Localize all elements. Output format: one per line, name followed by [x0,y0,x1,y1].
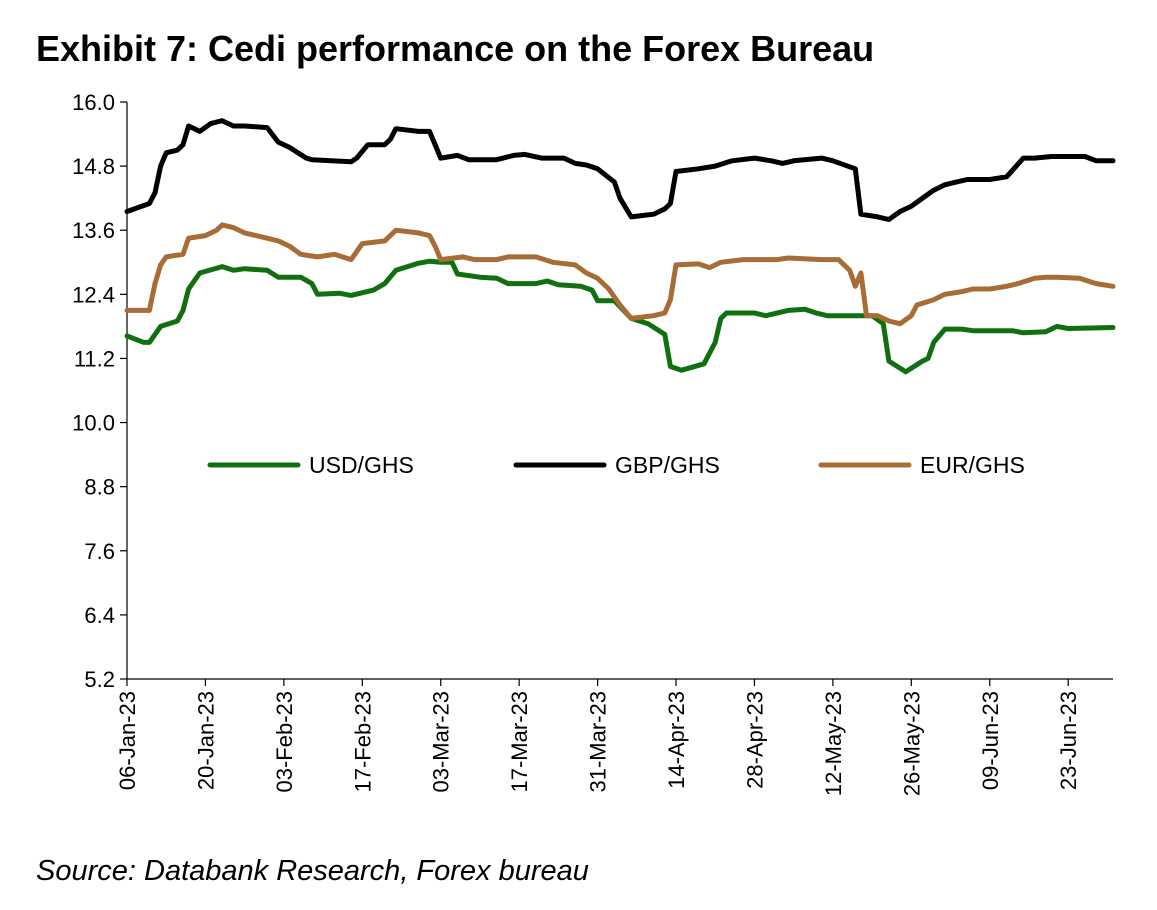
y-tick-label: 8.8 [84,475,115,500]
x-tick-label: 17-Mar-23 [507,691,532,792]
x-tick-label: 23-Jun-23 [1056,691,1081,790]
y-tick-label: 5.2 [84,667,115,692]
legend-label-gbp-ghs: GBP/GHS [615,452,720,478]
y-tick-label: 12.4 [72,282,115,307]
x-tick-label: 03-Mar-23 [429,691,454,792]
x-tick-label: 20-Jan-23 [193,691,218,790]
y-tick-label: 6.4 [84,603,115,628]
x-tick-label: 14-Apr-23 [664,691,689,789]
x-tick-label: 03-Feb-23 [272,691,297,793]
x-axis-ticks: 06-Jan-23 20-Jan-23 03-Feb-23 17-Feb-23 03-M… [115,679,1081,796]
y-tick-label: 14.8 [72,154,115,179]
chart-title: Exhibit 7: Cedi performance on the Forex… [36,28,875,69]
y-tick-label: 13.6 [72,218,115,243]
chart-legend: USD/GHS GBP/GHS EUR/GHS [207,452,1025,478]
x-tick-label: 09-Jun-23 [978,691,1003,790]
series-line-eur-ghs [124,222,1116,327]
y-axis-ticks: 16.0 14.8 13.6 12.4 11.2 10.0 8.8 7.6 6.4 5.2 [72,90,127,692]
legend-label-eur-ghs: EUR/GHS [920,452,1025,478]
source-note: Source: Databank Research, Forex bureau [36,855,589,887]
x-tick-label: 28-Apr-23 [742,691,767,789]
y-tick-label: 7.6 [84,539,115,564]
series-line-gbp-ghs [124,118,1116,222]
x-tick-label: 17-Feb-23 [350,691,375,793]
x-tick-label: 26-May-23 [899,691,924,796]
x-tick-label: 06-Jan-23 [115,691,140,790]
y-tick-label: 16.0 [72,90,115,115]
x-tick-label: 31-Mar-23 [586,691,611,792]
series-line-usd-ghs [124,258,1116,375]
chart-series [124,118,1116,375]
x-tick-label: 12-May-23 [821,691,846,796]
y-tick-label: 11.2 [74,346,115,371]
chart-axes [126,102,1113,680]
y-tick-label: 10.0 [72,411,115,436]
legend-label-usd-ghs: USD/GHS [309,452,414,478]
